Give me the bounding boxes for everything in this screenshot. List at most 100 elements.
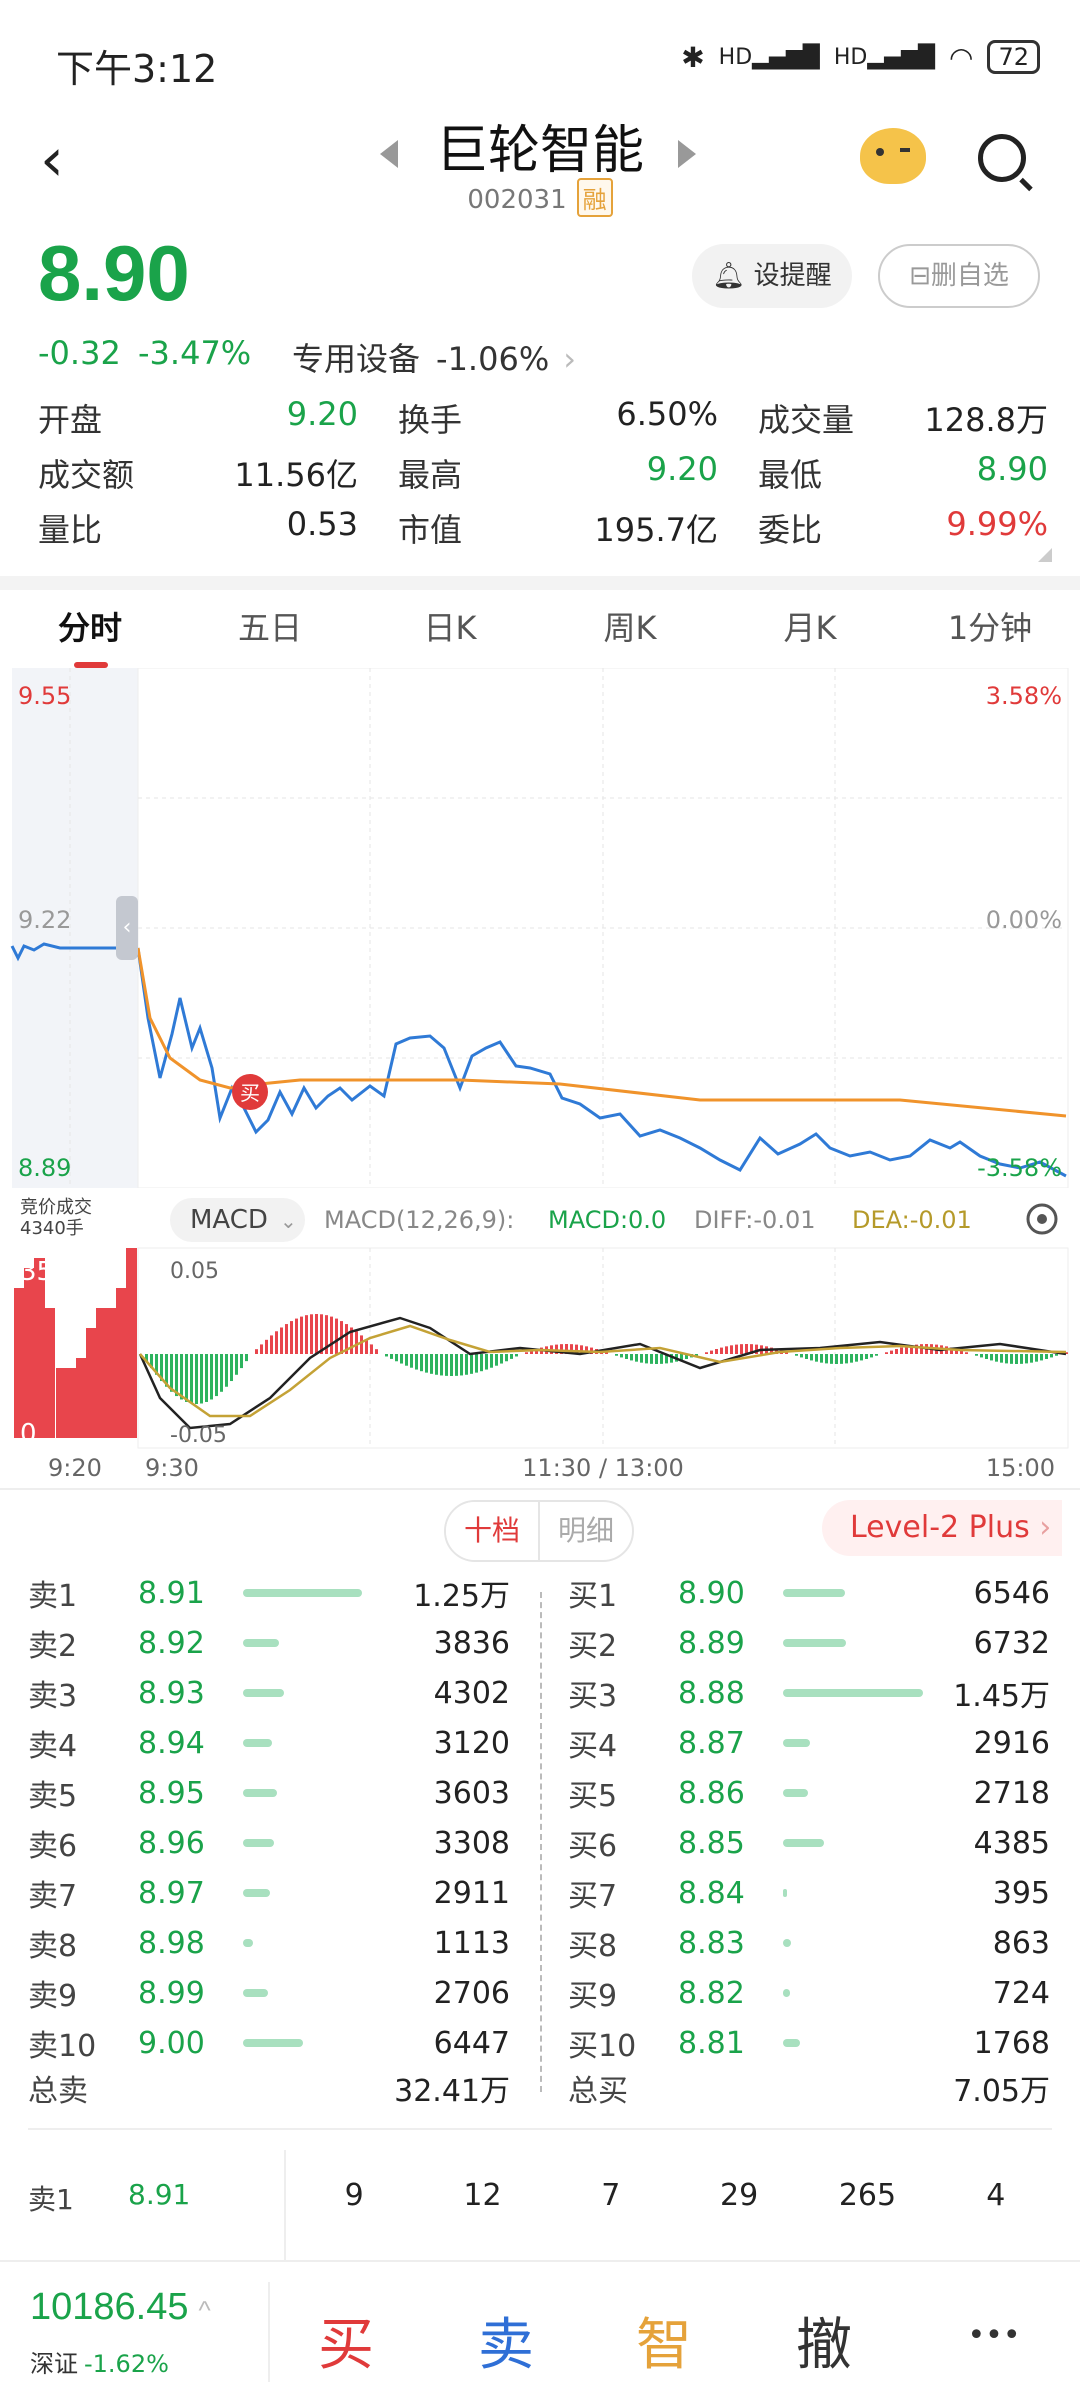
stat-label: 最高: [398, 455, 463, 494]
level2-plus-button[interactable]: Level-2 Plus ›: [822, 1500, 1062, 1556]
intraday-chart[interactable]: ‹ 买 9.55 9.22 8.89 3.58% 0.00% -3.58% 竞价…: [0, 668, 1080, 1488]
bottom-divider: [268, 2282, 270, 2382]
macd-bar: [820, 1354, 823, 1363]
macd-bar: [665, 1354, 668, 1364]
sell-level-row[interactable]: 卖9 8.99 2706: [28, 1968, 510, 2018]
battery-icon: 72: [987, 40, 1040, 74]
collapse-handle[interactable]: [116, 896, 138, 960]
tab-1[interactable]: 五日: [237, 609, 302, 647]
next-stock-icon[interactable]: [678, 140, 696, 168]
prev-stock-icon[interactable]: [380, 140, 398, 168]
level-volume-bar: [243, 1739, 273, 1747]
sell-level-row[interactable]: 卖1 8.91 1.25万: [28, 1568, 510, 1618]
macd-bar: [185, 1354, 188, 1402]
level-volume: 3836: [433, 1625, 510, 1661]
more-icon[interactable]: •••: [967, 2318, 1021, 2353]
sell-level-row[interactable]: 卖2 8.92 3836: [28, 1618, 510, 1668]
macd-bar: [495, 1354, 498, 1366]
stat-cell: 成交额 11.56亿: [38, 450, 398, 496]
macd-bar: [755, 1344, 758, 1354]
macd-bar: [170, 1354, 173, 1392]
buy-button[interactable]: 买: [318, 2313, 374, 2378]
stat-label: 成交量: [758, 400, 855, 439]
sell-level-row[interactable]: 卖7 8.97 2911: [28, 1868, 510, 1918]
macd-bar: [750, 1344, 753, 1354]
tab-0[interactable]: 分时: [57, 609, 122, 647]
macd-bar: [1025, 1354, 1028, 1364]
sell-button[interactable]: 卖: [478, 2313, 534, 2378]
sell-level-row[interactable]: 卖10 9.00 6447: [28, 2018, 510, 2068]
buy-level-row[interactable]: 买7 8.84 395: [568, 1868, 1050, 1918]
macd-bar: [465, 1354, 468, 1375]
buy-level-row[interactable]: 买8 8.83 863: [568, 1918, 1050, 1968]
sell-level-row[interactable]: 卖6 8.96 3308: [28, 1818, 510, 1868]
trade-queue-price: 8.91: [128, 2178, 191, 2211]
buy-level-row[interactable]: 买3 8.88 1.45万: [568, 1668, 1050, 1718]
sell-level-row[interactable]: 卖5 8.95 3603: [28, 1768, 510, 1818]
macd-bar: [855, 1354, 858, 1362]
buy-level-row[interactable]: 买6 8.85 4385: [568, 1818, 1050, 1868]
tab-3[interactable]: 周K: [603, 609, 657, 647]
pct-ref-label: 0.00%: [986, 906, 1062, 934]
buy-marker[interactable]: [232, 1074, 268, 1110]
stat-cell: 换手 6.50%: [398, 395, 758, 441]
level-volume-bar: [783, 1939, 792, 1947]
stat-value: 9.99%: [946, 504, 1048, 543]
level-price: 8.96: [138, 1825, 205, 1861]
macd-bar: [740, 1344, 743, 1354]
trade-queue[interactable]: 卖1 8.91 9 12 7 29 265 4: [0, 2130, 1080, 2260]
macd-bar: [825, 1354, 828, 1364]
tab-5[interactable]: 1分钟: [947, 609, 1033, 647]
level-name: 买10: [568, 2029, 637, 2064]
macd-bar: [400, 1354, 403, 1364]
tab-4[interactable]: 月K: [783, 609, 837, 647]
macd-bar: [530, 1350, 533, 1354]
macd-bar: [295, 1318, 298, 1354]
pct-min-label: -3.58%: [977, 1154, 1062, 1182]
buy-level-row[interactable]: 买10 8.81 1768: [568, 2018, 1050, 2068]
remove-watchlist-button[interactable]: ⊟删自选: [878, 244, 1040, 308]
level-volume-bar: [243, 2039, 304, 2047]
expand-corner-icon[interactable]: [1038, 548, 1052, 562]
indicator-select[interactable]: [170, 1198, 305, 1242]
sell-level-row[interactable]: 卖3 8.93 4302: [28, 1668, 510, 1718]
buy-level-row[interactable]: 买9 8.82 724: [568, 1968, 1050, 2018]
index-value[interactable]: 10186.45 ^: [30, 2286, 211, 2328]
tab-details[interactable]: 明细: [538, 1502, 632, 1560]
macd-bar: [325, 1315, 328, 1354]
price-line-auction: [10, 942, 138, 962]
orderbook-tabs: 十档 明细: [444, 1500, 634, 1562]
level-price: 8.97: [138, 1875, 205, 1911]
level-price: 8.84: [678, 1875, 745, 1911]
buy-level-row[interactable]: 买2 8.89 6732: [568, 1618, 1050, 1668]
macd-value: MACD:0.0: [548, 1206, 666, 1234]
mascot-icon[interactable]: [860, 128, 926, 184]
set-alert-button[interactable]: 🔔︎ 设提醒: [692, 244, 852, 308]
sector-link[interactable]: 专用设备 -1.06% ›: [292, 340, 577, 378]
level-price: 8.95: [138, 1775, 205, 1811]
tab-ten-levels[interactable]: 十档: [446, 1502, 538, 1560]
macd-bar: [515, 1354, 518, 1357]
sell-level-row[interactable]: 卖4 8.94 3120: [28, 1718, 510, 1768]
macd-bar: [850, 1354, 853, 1363]
smart-button[interactable]: 智: [636, 2313, 692, 2378]
stat-value: 0.53: [286, 504, 358, 543]
stock-name: 巨轮智能: [435, 121, 644, 181]
level-volume-bar: [243, 1789, 277, 1797]
auction-volume-bar: [66, 1368, 77, 1438]
search-icon[interactable]: [978, 134, 1026, 182]
bottom-bar: 10186.45 ^ 深证 -1.62% 买 卖 智 撤 •••: [0, 2260, 1080, 2400]
buy-level-row[interactable]: 买1 8.90 6546: [568, 1568, 1050, 1618]
sell-level-row[interactable]: 卖8 8.98 1113: [28, 1918, 510, 1968]
cancel-button[interactable]: 撤: [796, 2313, 852, 2378]
macd-top-label: 0.05: [170, 1259, 219, 1284]
back-icon[interactable]: ‹: [40, 125, 64, 195]
level-name: 买5: [568, 1779, 618, 1814]
trade-queue-value: 9: [344, 2178, 364, 2213]
macd-params: MACD(12,26,9):: [324, 1206, 514, 1234]
buy-level-row[interactable]: 买5 8.86 2718: [568, 1768, 1050, 1818]
buy-level-row[interactable]: 买4 8.87 2916: [568, 1718, 1050, 1768]
tab-2[interactable]: 日K: [423, 609, 477, 647]
level-volume: 1.25万: [413, 1579, 510, 1614]
settings-icon[interactable]: [1026, 1203, 1058, 1235]
